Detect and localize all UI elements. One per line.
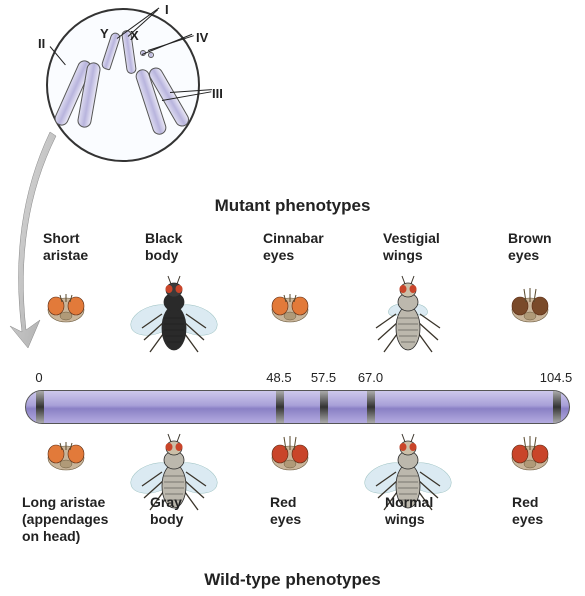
fly-wild-0 [42, 436, 90, 476]
locus-label: 67.0 [358, 370, 383, 385]
label-IV: IV [196, 30, 208, 45]
mutant-label-3: Vestigialwings [383, 230, 483, 264]
locus-label: 57.5 [311, 370, 336, 385]
fly-mutant-3 [362, 272, 454, 360]
locus-tick [367, 391, 375, 423]
locus-tick [553, 391, 561, 423]
wild-label-0: Long aristae(appendageson head) [22, 494, 132, 544]
chromosome-IV-b [148, 52, 154, 58]
chromosome-bar-fill [25, 390, 570, 424]
wild-label-2: Redeyes [270, 494, 380, 528]
fly-wild-2 [266, 436, 314, 476]
fly-mutant-4 [506, 288, 554, 328]
locus-tick [276, 391, 284, 423]
fly-mutant-0 [42, 288, 90, 328]
fly-wild-4 [506, 436, 554, 476]
wild-label-4: Redeyes [512, 494, 585, 528]
label-I: I [165, 2, 169, 17]
mutant-label-4: Browneyes [508, 230, 585, 264]
wild-label-1: Graybody [150, 494, 260, 528]
fly-mutant-1 [128, 272, 220, 360]
karyotype-circle [46, 8, 200, 162]
locus-label: 104.5 [540, 370, 573, 385]
mutant-label-0: Shortaristae [43, 230, 143, 264]
locus-label: 48.5 [266, 370, 291, 385]
fly-mutant-2 [266, 288, 314, 328]
wild-label-3: Normalwings [385, 494, 495, 528]
chromosome-bar [25, 390, 570, 424]
locus-tick [36, 391, 44, 423]
mutant-title: Mutant phenotypes [0, 196, 585, 216]
locus-tick [320, 391, 328, 423]
label-Y: Y [100, 26, 109, 41]
mutant-label-2: Cinnabareyes [263, 230, 363, 264]
mutant-label-1: Blackbody [145, 230, 245, 264]
label-III: III [212, 86, 223, 101]
wildtype-title: Wild-type phenotypes [0, 570, 585, 590]
label-II: II [38, 36, 45, 51]
locus-label: 0 [35, 370, 42, 385]
